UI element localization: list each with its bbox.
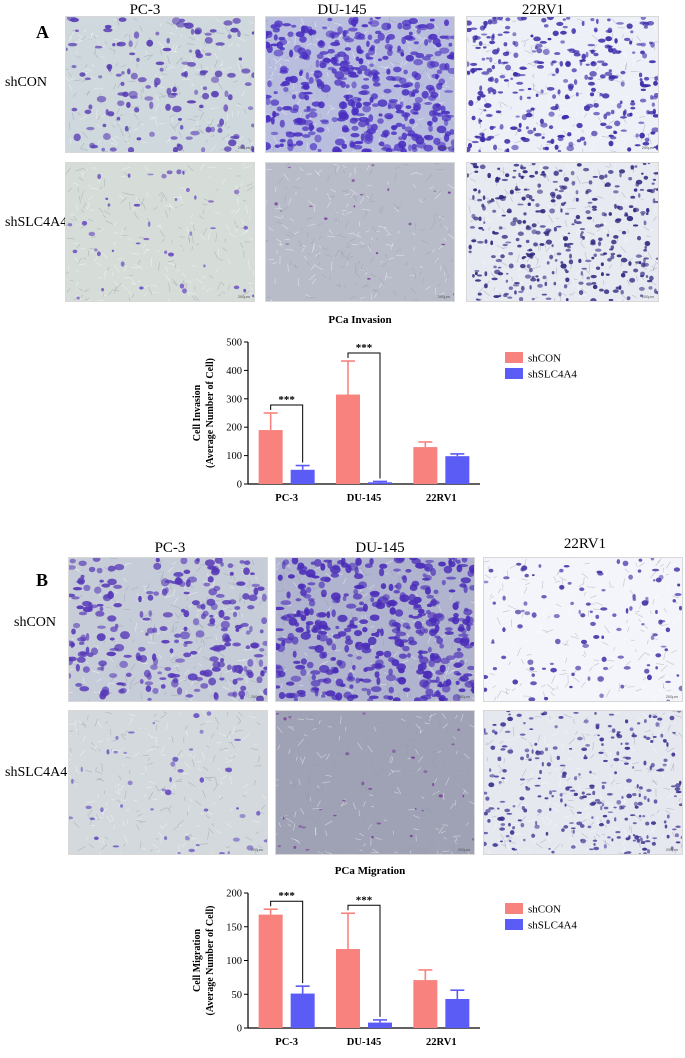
y-tick-label: 500 bbox=[226, 338, 242, 349]
micrograph-a-shslc4a4-pc3: 200μm bbox=[65, 162, 255, 302]
svg-text:200μm: 200μm bbox=[642, 145, 655, 150]
significance-label: *** bbox=[278, 890, 295, 902]
x-tick-label: PC-3 bbox=[275, 1037, 298, 1048]
bar-shslc4a4 bbox=[445, 456, 470, 484]
micrograph-a-shcon-pc3: 200μm bbox=[65, 16, 255, 153]
y-axis-label-detail: (Average Number of Cell) bbox=[205, 358, 216, 468]
migration-bar-chart: Cell Migration (Average Number of Cell) 0 5… bbox=[192, 889, 577, 1049]
row-label-shcon-a: shCON bbox=[5, 75, 48, 90]
micrograph-b-shslc4a4-pc3: 200μm bbox=[68, 710, 268, 855]
significance-label: *** bbox=[356, 342, 373, 354]
column-label-22rv1-a: 22RV1 bbox=[521, 2, 565, 18]
significance-label: *** bbox=[278, 394, 295, 406]
column-label-pc3-a: PC-3 bbox=[129, 2, 161, 18]
y-tick-label: 100 bbox=[226, 451, 242, 462]
svg-text:200μm: 200μm bbox=[666, 694, 679, 699]
micrograph-b-shslc4a4-du145: 200μm bbox=[275, 710, 475, 855]
column-label-du145-a: DU-145 bbox=[317, 2, 367, 18]
svg-text:200μm: 200μm bbox=[238, 294, 251, 299]
significance-label: *** bbox=[356, 894, 373, 906]
row-label-shcon-b: shCON bbox=[14, 615, 57, 630]
bar-shslc4a4 bbox=[290, 469, 315, 484]
row-label-shslc4a4-b: shSLC4A4 bbox=[5, 765, 68, 780]
svg-text:200μm: 200μm bbox=[458, 694, 471, 699]
y-axis-label: Cell Invasion bbox=[192, 384, 203, 441]
y-tick-label: 150 bbox=[226, 922, 242, 933]
bar-shslc4a4 bbox=[368, 1022, 392, 1028]
column-label-du145-b: DU-145 bbox=[355, 540, 405, 556]
legend-label-shslc4a4: shSLC4A4 bbox=[528, 369, 577, 381]
micrograph-a-shcon-22rv1: 200μm bbox=[466, 16, 659, 153]
column-label-pc3-b: PC-3 bbox=[154, 540, 186, 556]
significance-bracket bbox=[270, 404, 304, 463]
svg-text:200μm: 200μm bbox=[238, 145, 251, 150]
bar-shslc4a4 bbox=[290, 993, 315, 1028]
legend-swatch-shslc4a4 bbox=[505, 919, 523, 930]
bar-shcon bbox=[258, 430, 283, 484]
column-label-22rv1-b: 22RV1 bbox=[563, 536, 607, 552]
x-tick-label: DU-145 bbox=[347, 1037, 381, 1048]
bar-shcon bbox=[336, 394, 360, 484]
y-tick-label: 400 bbox=[226, 366, 242, 377]
y-axis-label: Cell Migration bbox=[192, 929, 203, 992]
y-tick-label: 100 bbox=[226, 956, 242, 967]
bar-shcon bbox=[413, 447, 438, 484]
svg-text:200μm: 200μm bbox=[438, 145, 451, 150]
chart-title-invasion: PCa Invasion bbox=[328, 314, 392, 326]
x-tick-label: 22RV1 bbox=[426, 1037, 457, 1048]
bar-shcon bbox=[258, 914, 283, 1028]
significance-bracket bbox=[347, 352, 381, 479]
legend-label-shslc4a4: shSLC4A4 bbox=[528, 920, 577, 932]
micrograph-a-shcon-du145: 200μm bbox=[265, 16, 455, 153]
micrograph-b-shcon-pc3: 200μm bbox=[68, 557, 268, 702]
micrograph-b-shslc4a4-22rv1: 200μm bbox=[483, 710, 683, 855]
x-tick-label: DU-145 bbox=[347, 493, 381, 504]
significance-bracket bbox=[347, 904, 381, 1017]
legend-swatch-shcon bbox=[505, 352, 523, 363]
legend-label-shcon: shCON bbox=[528, 904, 561, 916]
y-axis-label-detail: (Average Number of Cell) bbox=[205, 906, 216, 1016]
row-label-shslc4a4-a: shSLC4A4 bbox=[5, 215, 68, 230]
chart-title-migration: PCa Migration bbox=[334, 865, 406, 877]
invasion-bar-chart: Cell Invasion (Average Number of Cell) 0 10… bbox=[192, 338, 577, 505]
y-tick-label: 300 bbox=[226, 394, 242, 405]
micrograph-b-shcon-du145: 200μm bbox=[275, 557, 475, 702]
y-tick-label: 0 bbox=[237, 1024, 242, 1035]
micrograph-a-shslc4a4-22rv1: 200μm bbox=[466, 162, 659, 302]
significance-bracket bbox=[270, 900, 304, 984]
micrograph-b-shcon-22rv1: 200μm bbox=[483, 557, 683, 702]
panel-letter-a: A bbox=[36, 22, 49, 42]
bar-shcon bbox=[336, 949, 360, 1028]
svg-text:200μm: 200μm bbox=[251, 847, 264, 852]
y-tick-label: 0 bbox=[237, 480, 242, 491]
svg-text:200μm: 200μm bbox=[251, 694, 264, 699]
svg-text:200μm: 200μm bbox=[438, 294, 451, 299]
x-tick-label: 22RV1 bbox=[426, 493, 457, 504]
legend-swatch-shcon bbox=[505, 903, 523, 914]
y-tick-label: 200 bbox=[226, 889, 242, 900]
legend-label-shcon: shCON bbox=[528, 353, 561, 365]
y-tick-label: 200 bbox=[226, 423, 242, 434]
bar-shslc4a4 bbox=[445, 998, 470, 1028]
svg-text:200μm: 200μm bbox=[642, 294, 655, 299]
y-tick-label: 50 bbox=[232, 990, 243, 1001]
bar-shcon bbox=[413, 980, 438, 1028]
panel-letter-b: B bbox=[36, 570, 49, 590]
x-tick-label: PC-3 bbox=[275, 493, 298, 504]
bar-shslc4a4 bbox=[368, 482, 392, 484]
legend-swatch-shslc4a4 bbox=[505, 368, 523, 379]
micrograph-a-shslc4a4-du145: 200μm bbox=[265, 162, 455, 302]
